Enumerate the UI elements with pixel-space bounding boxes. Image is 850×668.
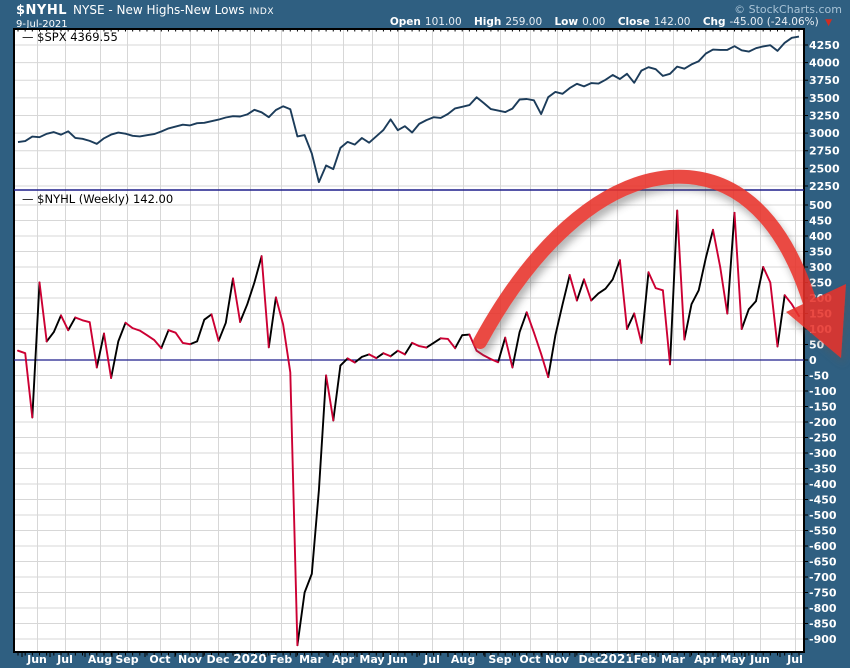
x-axis-month-label: Apr: [332, 653, 354, 666]
high-label: High: [474, 16, 502, 28]
change-down-triangle-icon: ▼: [825, 18, 832, 28]
high-value: 259.00: [505, 16, 543, 28]
open-label: Open: [389, 16, 421, 28]
x-axis-month-label: Jun: [26, 653, 47, 666]
x-axis-month-label: Apr: [694, 653, 716, 666]
nyhl-line-up-segments: [31, 209, 786, 647]
close-label: Close: [617, 16, 650, 28]
nyhl-line-down-segments: [17, 209, 800, 647]
x-axis-month-label: Feb: [634, 653, 657, 666]
spx-legend: — $SPX 4369.55: [22, 30, 118, 44]
low-label: Low: [554, 16, 579, 28]
x-axis-month-label: Oct: [519, 653, 540, 666]
x-axis: Jun Jul Aug Sep Oct Nov Dec 2020 Feb Mar Apr May Jun…: [17, 29, 803, 666]
y-tick-label-nyhl: -800: [809, 602, 837, 615]
y-tick-label-nyhl: 350: [809, 246, 832, 259]
x-axis-month-label: Mar: [661, 653, 685, 666]
x-axis-month-label: Jul: [56, 653, 73, 666]
x-axis-month-label: Sep: [488, 653, 511, 666]
chart-date: 9-Jul-2021: [16, 19, 68, 30]
title-bar: $NYHL NYSE - New Highs-New Lows INDX © Sto…: [0, 0, 850, 18]
grid-group: [15, 30, 803, 651]
close-value: 142.00: [653, 16, 691, 28]
x-axis-month-label: Sep: [115, 653, 138, 666]
y-tick-label-nyhl: 50: [809, 339, 825, 352]
x-axis-month-label: Nov: [545, 653, 570, 666]
y-tick-label-nyhl: -600: [809, 540, 837, 553]
x-axis-month-label: Dec: [578, 653, 601, 666]
y-tick-label-nyhl: -450: [809, 494, 837, 507]
ohlc-quote: Open 101.00 High 259.00 Low 0.00 Close 142.0…: [381, 16, 832, 29]
x-axis-month-label: Jul: [786, 653, 803, 666]
y-tick-label-spx: 3750: [809, 74, 840, 87]
annotation-group: [473, 169, 846, 358]
y-tick-label-nyhl: 400: [809, 230, 832, 243]
y-tick-label-nyhl: -550: [809, 525, 837, 538]
y-tick-label-nyhl: -200: [809, 416, 837, 429]
y-tick-label-nyhl: -350: [809, 463, 837, 476]
x-axis-year-label: 2021: [600, 652, 633, 666]
nyhl-legend: — $NYHL (Weekly) 142.00: [22, 192, 173, 206]
y-tick-label-nyhl: -750: [809, 587, 837, 600]
x-axis-month-label: Mar: [299, 653, 323, 666]
quote-bar: 9-Jul-2021 Open 101.00 High 259.00 Low 0.00…: [0, 16, 850, 30]
x-axis-month-label: Nov: [178, 653, 203, 666]
y-tick-label-nyhl: -850: [809, 618, 837, 631]
x-axis-month-label: Feb: [270, 653, 293, 666]
y-tick-label-nyhl: -100: [809, 385, 837, 398]
spx-line: [17, 35, 800, 184]
chg-label: Chg: [702, 16, 726, 28]
x-axis-month-label: Aug: [88, 653, 112, 666]
x-axis-month-label: Dec: [206, 653, 229, 666]
y-tick-label-nyhl: 450: [809, 215, 832, 228]
annotation-arrow-head: [786, 284, 846, 358]
x-axis-month-label: May: [720, 653, 745, 666]
low-value: 0.00: [582, 16, 606, 28]
open-value: 101.00: [424, 16, 462, 28]
y-tick-label-spx: 4000: [809, 57, 840, 70]
y-tick-label-nyhl: 500: [809, 199, 832, 212]
y-tick-label-nyhl: 300: [809, 261, 832, 274]
y-tick-label-nyhl: -650: [809, 556, 837, 569]
x-axis-month-label: Jul: [423, 653, 440, 666]
y-tick-label-nyhl: -900: [809, 633, 837, 646]
y-tick-label-nyhl: 250: [809, 277, 832, 290]
y-tick-label-spx: 2500: [809, 162, 840, 175]
y-tick-label-nyhl: -700: [809, 571, 837, 584]
y-tick-label-nyhl: -400: [809, 478, 837, 491]
y-tick-label-nyhl: 0: [809, 354, 817, 367]
copyright: © StockCharts.com: [734, 3, 842, 16]
annotation-arc: [473, 169, 817, 349]
x-axis-month-label: Oct: [149, 653, 170, 666]
y-tick-label-nyhl: -50: [809, 370, 829, 383]
y-tick-label-nyhl: -150: [809, 401, 837, 414]
chg-value: -45.00 (-24.06%): [729, 16, 819, 28]
y-tick-label-nyhl: -500: [809, 509, 837, 522]
y-tick-label-nyhl: -300: [809, 447, 837, 460]
y-tick-label-spx: 2250: [809, 180, 840, 193]
plot-area: [13, 28, 805, 653]
symbol: $NYHL: [16, 3, 68, 18]
x-axis-month-label: Jun: [749, 653, 770, 666]
x-axis-month-label: Aug: [451, 653, 475, 666]
chart-canvas: — $SPX 4369.55 — $NYHL (Weekly) 142.00 225…: [0, 28, 850, 668]
x-axis-month-label: Jun: [387, 653, 408, 666]
x-axis-month-label: May: [359, 653, 384, 666]
y-tick-label-spx: 4250: [809, 39, 840, 52]
y-tick-label-spx: 3500: [809, 92, 840, 105]
y-tick-label-spx: 3250: [809, 109, 840, 122]
symbol-description: NYSE - New Highs-New Lows: [73, 3, 245, 17]
x-axis-year-label: 2020: [233, 652, 266, 666]
y-tick-label-spx: 2750: [809, 145, 840, 158]
index-tag: INDX: [249, 7, 274, 17]
y-tick-label-nyhl: -250: [809, 432, 837, 445]
y-tick-label-spx: 3000: [809, 127, 840, 140]
